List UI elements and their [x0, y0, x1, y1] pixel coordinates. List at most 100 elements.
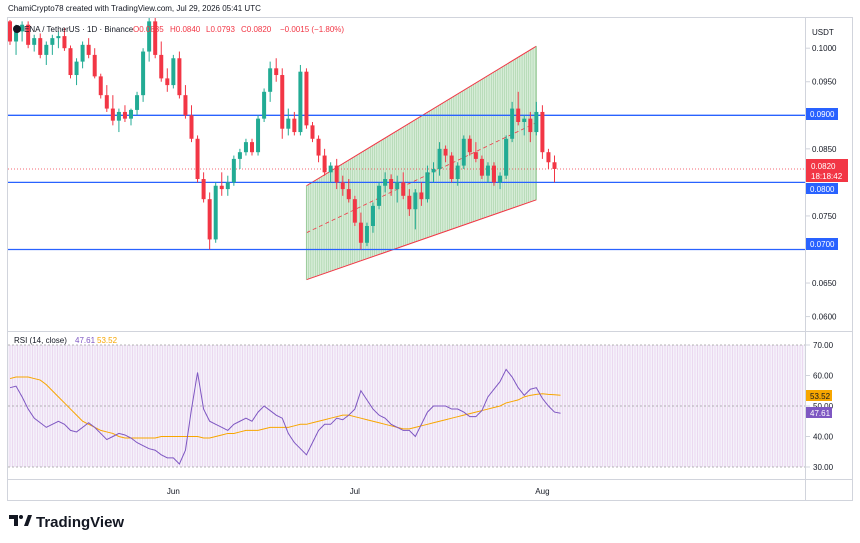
- ohlc-open: O0.0835: [133, 25, 164, 34]
- candle-body: [473, 152, 478, 159]
- candle-body: [328, 165, 333, 173]
- candle-body: [280, 75, 285, 129]
- candle-body: [534, 111, 539, 133]
- candle-body: [38, 38, 43, 55]
- channel-lower-line: [306, 199, 537, 281]
- rsi-pane: [8, 344, 805, 468]
- candle-body: [26, 24, 31, 45]
- ohlc-low: L0.0793: [206, 25, 235, 34]
- candle-body: [395, 182, 400, 190]
- rsi-tick-label: 70.00: [813, 341, 834, 350]
- candle-body: [268, 68, 273, 92]
- last-price-badge: 0.0820 18:18:42: [806, 159, 848, 182]
- candle-body: [195, 138, 200, 180]
- candle-body: [528, 118, 533, 133]
- candle-body: [425, 172, 430, 200]
- candle-body: [237, 152, 242, 159]
- candle-body: [516, 108, 521, 122]
- candle-body: [153, 21, 158, 55]
- rsi-ma-badge: 53.52: [806, 390, 832, 401]
- ohlc-high: H0.0840: [170, 25, 201, 34]
- candle-body: [8, 21, 12, 42]
- candle-body: [135, 95, 140, 110]
- svg-text:47.61: 47.61: [810, 409, 831, 418]
- level-badge-0800: 0.0800: [806, 183, 838, 194]
- candle-body: [461, 138, 466, 166]
- rsi-tick-label: 50.00: [813, 402, 834, 411]
- candle-body: [340, 182, 345, 190]
- rsi-title: RSI (14, close): [14, 336, 67, 345]
- candle-body: [213, 185, 218, 240]
- time-tick-label: Aug: [535, 487, 549, 496]
- candle-body: [141, 51, 146, 96]
- candle-body: [546, 152, 551, 163]
- candle-body: [98, 76, 103, 96]
- candle-body: [122, 111, 127, 119]
- symbol-icon: [13, 25, 21, 33]
- candle-body: [401, 182, 406, 196]
- candle-body: [522, 118, 527, 122]
- candle-body: [510, 108, 515, 139]
- time-tick-label: Jun: [167, 487, 180, 496]
- candle-body: [371, 205, 375, 226]
- candle-body: [159, 54, 164, 79]
- candle-body: [389, 179, 394, 190]
- time-tick-label: Jul: [350, 487, 360, 496]
- svg-text:0.0820: 0.0820: [811, 162, 836, 171]
- ohlc-close: C0.0820: [241, 25, 272, 34]
- candle-body: [56, 36, 61, 39]
- rsi-tick-label: 30.00: [813, 463, 834, 472]
- candle-body: [116, 111, 121, 121]
- candle-body: [352, 199, 357, 223]
- channel-mid-line: [306, 122, 537, 234]
- rsi-badge: 47.61: [806, 407, 832, 418]
- price-tick-label: 0.0850: [812, 145, 837, 154]
- candle-body: [129, 109, 133, 119]
- ascending-channel: [305, 45, 537, 281]
- candle-body: [14, 31, 19, 42]
- price-tick-label: 0.0650: [812, 279, 837, 288]
- candle-body: [219, 185, 224, 190]
- rsi-tick-label: 40.00: [813, 433, 834, 442]
- candle-body: [292, 118, 297, 133]
- symbol-name: ENA / TetherUS · 1D · Binance: [24, 25, 134, 34]
- candle-body: [68, 48, 73, 76]
- svg-text:0.0800: 0.0800: [810, 185, 835, 194]
- candle-body: [74, 61, 79, 76]
- tradingview-logo[interactable]: TradingView: [9, 514, 124, 531]
- ohlc-change: −0.0015 (−1.80%): [280, 25, 344, 34]
- candle-body: [310, 125, 315, 139]
- candle-body: [298, 71, 303, 133]
- candle-body: [286, 118, 291, 129]
- rsi-axis-labels: 70.00 60.00 50.00 40.00 30.00: [806, 341, 834, 472]
- candle-body: [165, 78, 170, 86]
- candle-body: [92, 54, 97, 77]
- candle-body: [177, 58, 182, 96]
- candle-countdown: 18:18:42: [811, 172, 843, 181]
- candle-body: [80, 44, 85, 62]
- candle-body: [383, 179, 388, 186]
- candle-body: [334, 165, 339, 183]
- candle-body: [377, 185, 382, 206]
- candle-body: [358, 222, 363, 243]
- svg-text:53.52: 53.52: [810, 392, 831, 401]
- candle-body: [256, 118, 261, 153]
- candle-body: [407, 195, 412, 210]
- author-watermark: ChamiCrypto78 created with TradingView.c…: [8, 4, 261, 13]
- candle-body: [552, 162, 557, 169]
- candle-body: [437, 148, 442, 169]
- candle-body: [346, 189, 351, 200]
- svg-text:0.0900: 0.0900: [810, 110, 835, 119]
- level-badge-0900: 0.0900: [806, 108, 838, 120]
- candle-body: [504, 138, 509, 176]
- rsi-value: 47.61: [75, 336, 96, 345]
- candle-body: [304, 71, 309, 126]
- candle-body: [189, 115, 194, 139]
- candle-body: [50, 38, 55, 45]
- price-axis-currency: USDT: [812, 28, 834, 37]
- svg-text:0.0700: 0.0700: [810, 240, 835, 249]
- candle-body: [431, 168, 436, 173]
- rsi-ma-line: [9, 376, 561, 439]
- candle-body: [274, 68, 279, 76]
